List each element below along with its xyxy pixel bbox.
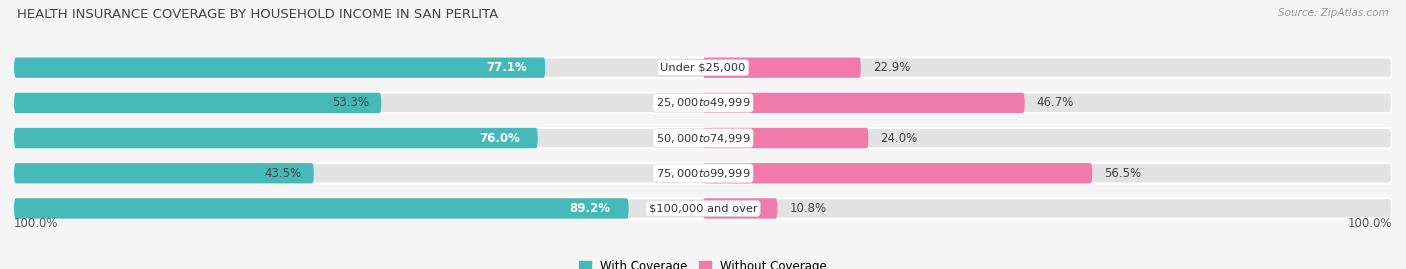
FancyBboxPatch shape: [14, 198, 1392, 219]
Text: Source: ZipAtlas.com: Source: ZipAtlas.com: [1278, 8, 1389, 18]
Text: 43.5%: 43.5%: [264, 167, 302, 180]
FancyBboxPatch shape: [703, 58, 860, 78]
Text: 77.1%: 77.1%: [486, 61, 527, 74]
Text: 100.0%: 100.0%: [1347, 217, 1392, 230]
FancyBboxPatch shape: [703, 93, 1025, 113]
FancyBboxPatch shape: [14, 93, 381, 113]
FancyBboxPatch shape: [14, 163, 314, 183]
FancyBboxPatch shape: [14, 58, 1392, 78]
FancyBboxPatch shape: [703, 128, 869, 148]
FancyBboxPatch shape: [14, 163, 1392, 183]
Text: $75,000 to $99,999: $75,000 to $99,999: [655, 167, 751, 180]
Text: 100.0%: 100.0%: [14, 217, 59, 230]
Text: 89.2%: 89.2%: [569, 202, 610, 215]
FancyBboxPatch shape: [703, 163, 1092, 183]
Text: $50,000 to $74,999: $50,000 to $74,999: [655, 132, 751, 144]
Text: HEALTH INSURANCE COVERAGE BY HOUSEHOLD INCOME IN SAN PERLITA: HEALTH INSURANCE COVERAGE BY HOUSEHOLD I…: [17, 8, 498, 21]
FancyBboxPatch shape: [14, 128, 1392, 148]
Text: Under $25,000: Under $25,000: [661, 63, 745, 73]
Legend: With Coverage, Without Coverage: With Coverage, Without Coverage: [579, 260, 827, 269]
FancyBboxPatch shape: [14, 128, 537, 148]
Text: 46.7%: 46.7%: [1036, 96, 1074, 109]
FancyBboxPatch shape: [14, 93, 1392, 113]
Text: 53.3%: 53.3%: [332, 96, 370, 109]
FancyBboxPatch shape: [14, 198, 628, 219]
Text: $25,000 to $49,999: $25,000 to $49,999: [655, 96, 751, 109]
Text: 22.9%: 22.9%: [873, 61, 910, 74]
Text: $100,000 and over: $100,000 and over: [648, 203, 758, 214]
Text: 24.0%: 24.0%: [880, 132, 918, 144]
Text: 76.0%: 76.0%: [479, 132, 520, 144]
FancyBboxPatch shape: [703, 198, 778, 219]
Text: 10.8%: 10.8%: [789, 202, 827, 215]
Text: 56.5%: 56.5%: [1104, 167, 1142, 180]
FancyBboxPatch shape: [14, 58, 546, 78]
